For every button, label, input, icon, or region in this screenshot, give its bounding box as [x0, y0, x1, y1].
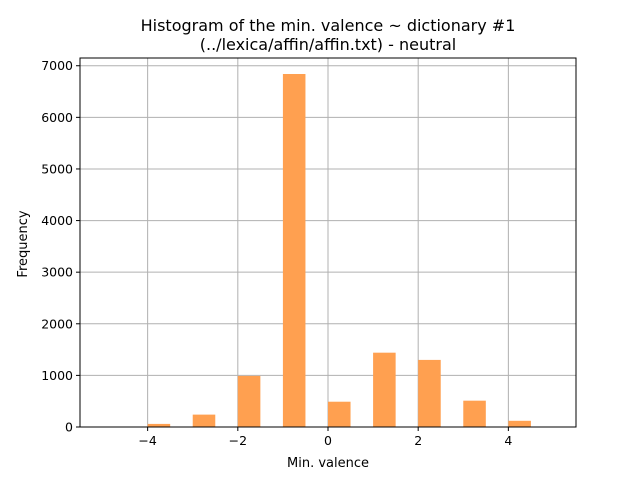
histogram-bar [328, 401, 351, 427]
x-tick-label: 4 [504, 433, 512, 448]
histogram-bar [418, 359, 441, 427]
y-axis-label: Frequency [16, 210, 31, 277]
histogram-bar [282, 73, 306, 428]
histogram-bars [147, 73, 531, 428]
chart-title-line-1: Histogram of the min. valence ~ dictiona… [141, 16, 516, 35]
y-tick-label: 1000 [41, 368, 73, 383]
y-tick-label: 5000 [41, 161, 73, 176]
x-tick-label: −4 [138, 433, 156, 448]
chart-title-line-2: (../lexica/affin/affin.txt) - neutral [200, 35, 456, 54]
histogram-bar [508, 420, 531, 427]
histogram-bar [463, 400, 486, 427]
x-axis-label: Min. valence [287, 456, 369, 471]
x-tick-label: 2 [414, 433, 422, 448]
histogram-bar [373, 352, 396, 427]
x-tick-label: 0 [324, 433, 332, 448]
y-tick-label: 6000 [41, 110, 73, 125]
y-tick-label: 0 [65, 420, 73, 435]
y-tick-label: 2000 [41, 316, 73, 331]
y-tick-label: 7000 [41, 58, 73, 73]
x-axis-ticks: −4 −2 0 2 4 [138, 427, 512, 448]
y-axis-ticks: 0 1000 2000 3000 4000 5000 6000 7000 [41, 58, 80, 435]
x-tick-label: −2 [229, 433, 247, 448]
histogram-bar [192, 414, 216, 427]
histogram-bar [147, 423, 171, 427]
histogram-bar [237, 375, 261, 427]
y-tick-label: 4000 [41, 213, 73, 228]
y-tick-label: 3000 [41, 265, 73, 280]
grid-lines [80, 58, 576, 428]
